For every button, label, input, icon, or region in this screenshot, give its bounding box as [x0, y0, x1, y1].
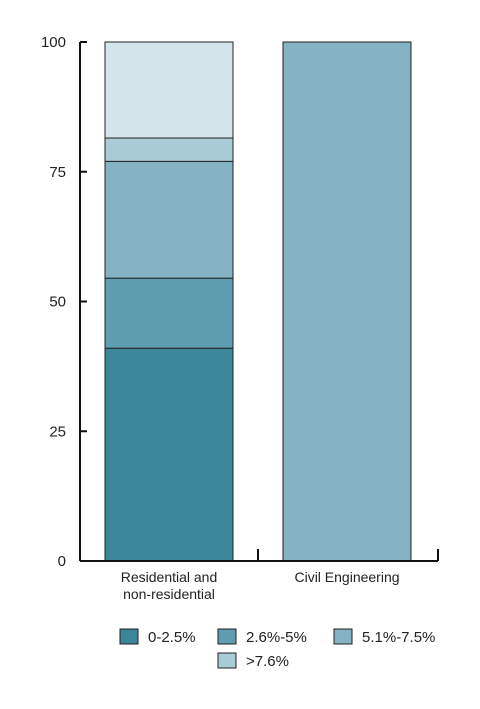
- legend-label-2-6-5: 2.6%-5%: [246, 629, 307, 646]
- category-label-civil-engineering: Civil Engineering: [294, 569, 399, 585]
- category-label-residential-and-non-residential: Residential and non-residential: [121, 569, 218, 602]
- legend-swatch-5-1-7-5: [333, 628, 353, 645]
- legend-label-5-1-7-5: 5.1%-7.5%: [362, 629, 435, 646]
- bar-civil-engineering-5-1-7-5: [282, 41, 412, 562]
- legend-label-0-2-5: 0-2.5%: [148, 629, 196, 646]
- bar-residential-and-non-residential-5-1-7-5: [104, 160, 234, 279]
- y-tick-label: 50: [49, 294, 66, 311]
- y-tick-label: 75: [49, 164, 66, 181]
- bar-residential-and-non-residential-0-2-5: [104, 347, 234, 562]
- bars-group: [104, 41, 412, 562]
- legend-swatch-2-6-5: [217, 628, 237, 645]
- y-tick-label: 25: [49, 423, 66, 440]
- bar-residential-and-non-residential-segment-4: [104, 41, 234, 139]
- y-tick-label: 0: [58, 553, 66, 570]
- bar-residential-and-non-residential-2-6-5: [104, 277, 234, 349]
- legend-swatch-7-6: [217, 652, 237, 669]
- legend: 0-2.5% 2.6%-5% 5.1%-7.5% >7.6%: [119, 628, 435, 670]
- y-tick-label: 100: [41, 34, 66, 51]
- legend-swatch-0-2-5: [119, 628, 139, 645]
- y-ticks-group: 0 25 50 75 100: [41, 34, 87, 570]
- bar-residential-and-non-residential-7-6: [104, 137, 234, 162]
- category-labels-group: Residential and non-residential Civil Engi…: [121, 569, 400, 602]
- legend-label-7-6: >7.6%: [246, 653, 289, 670]
